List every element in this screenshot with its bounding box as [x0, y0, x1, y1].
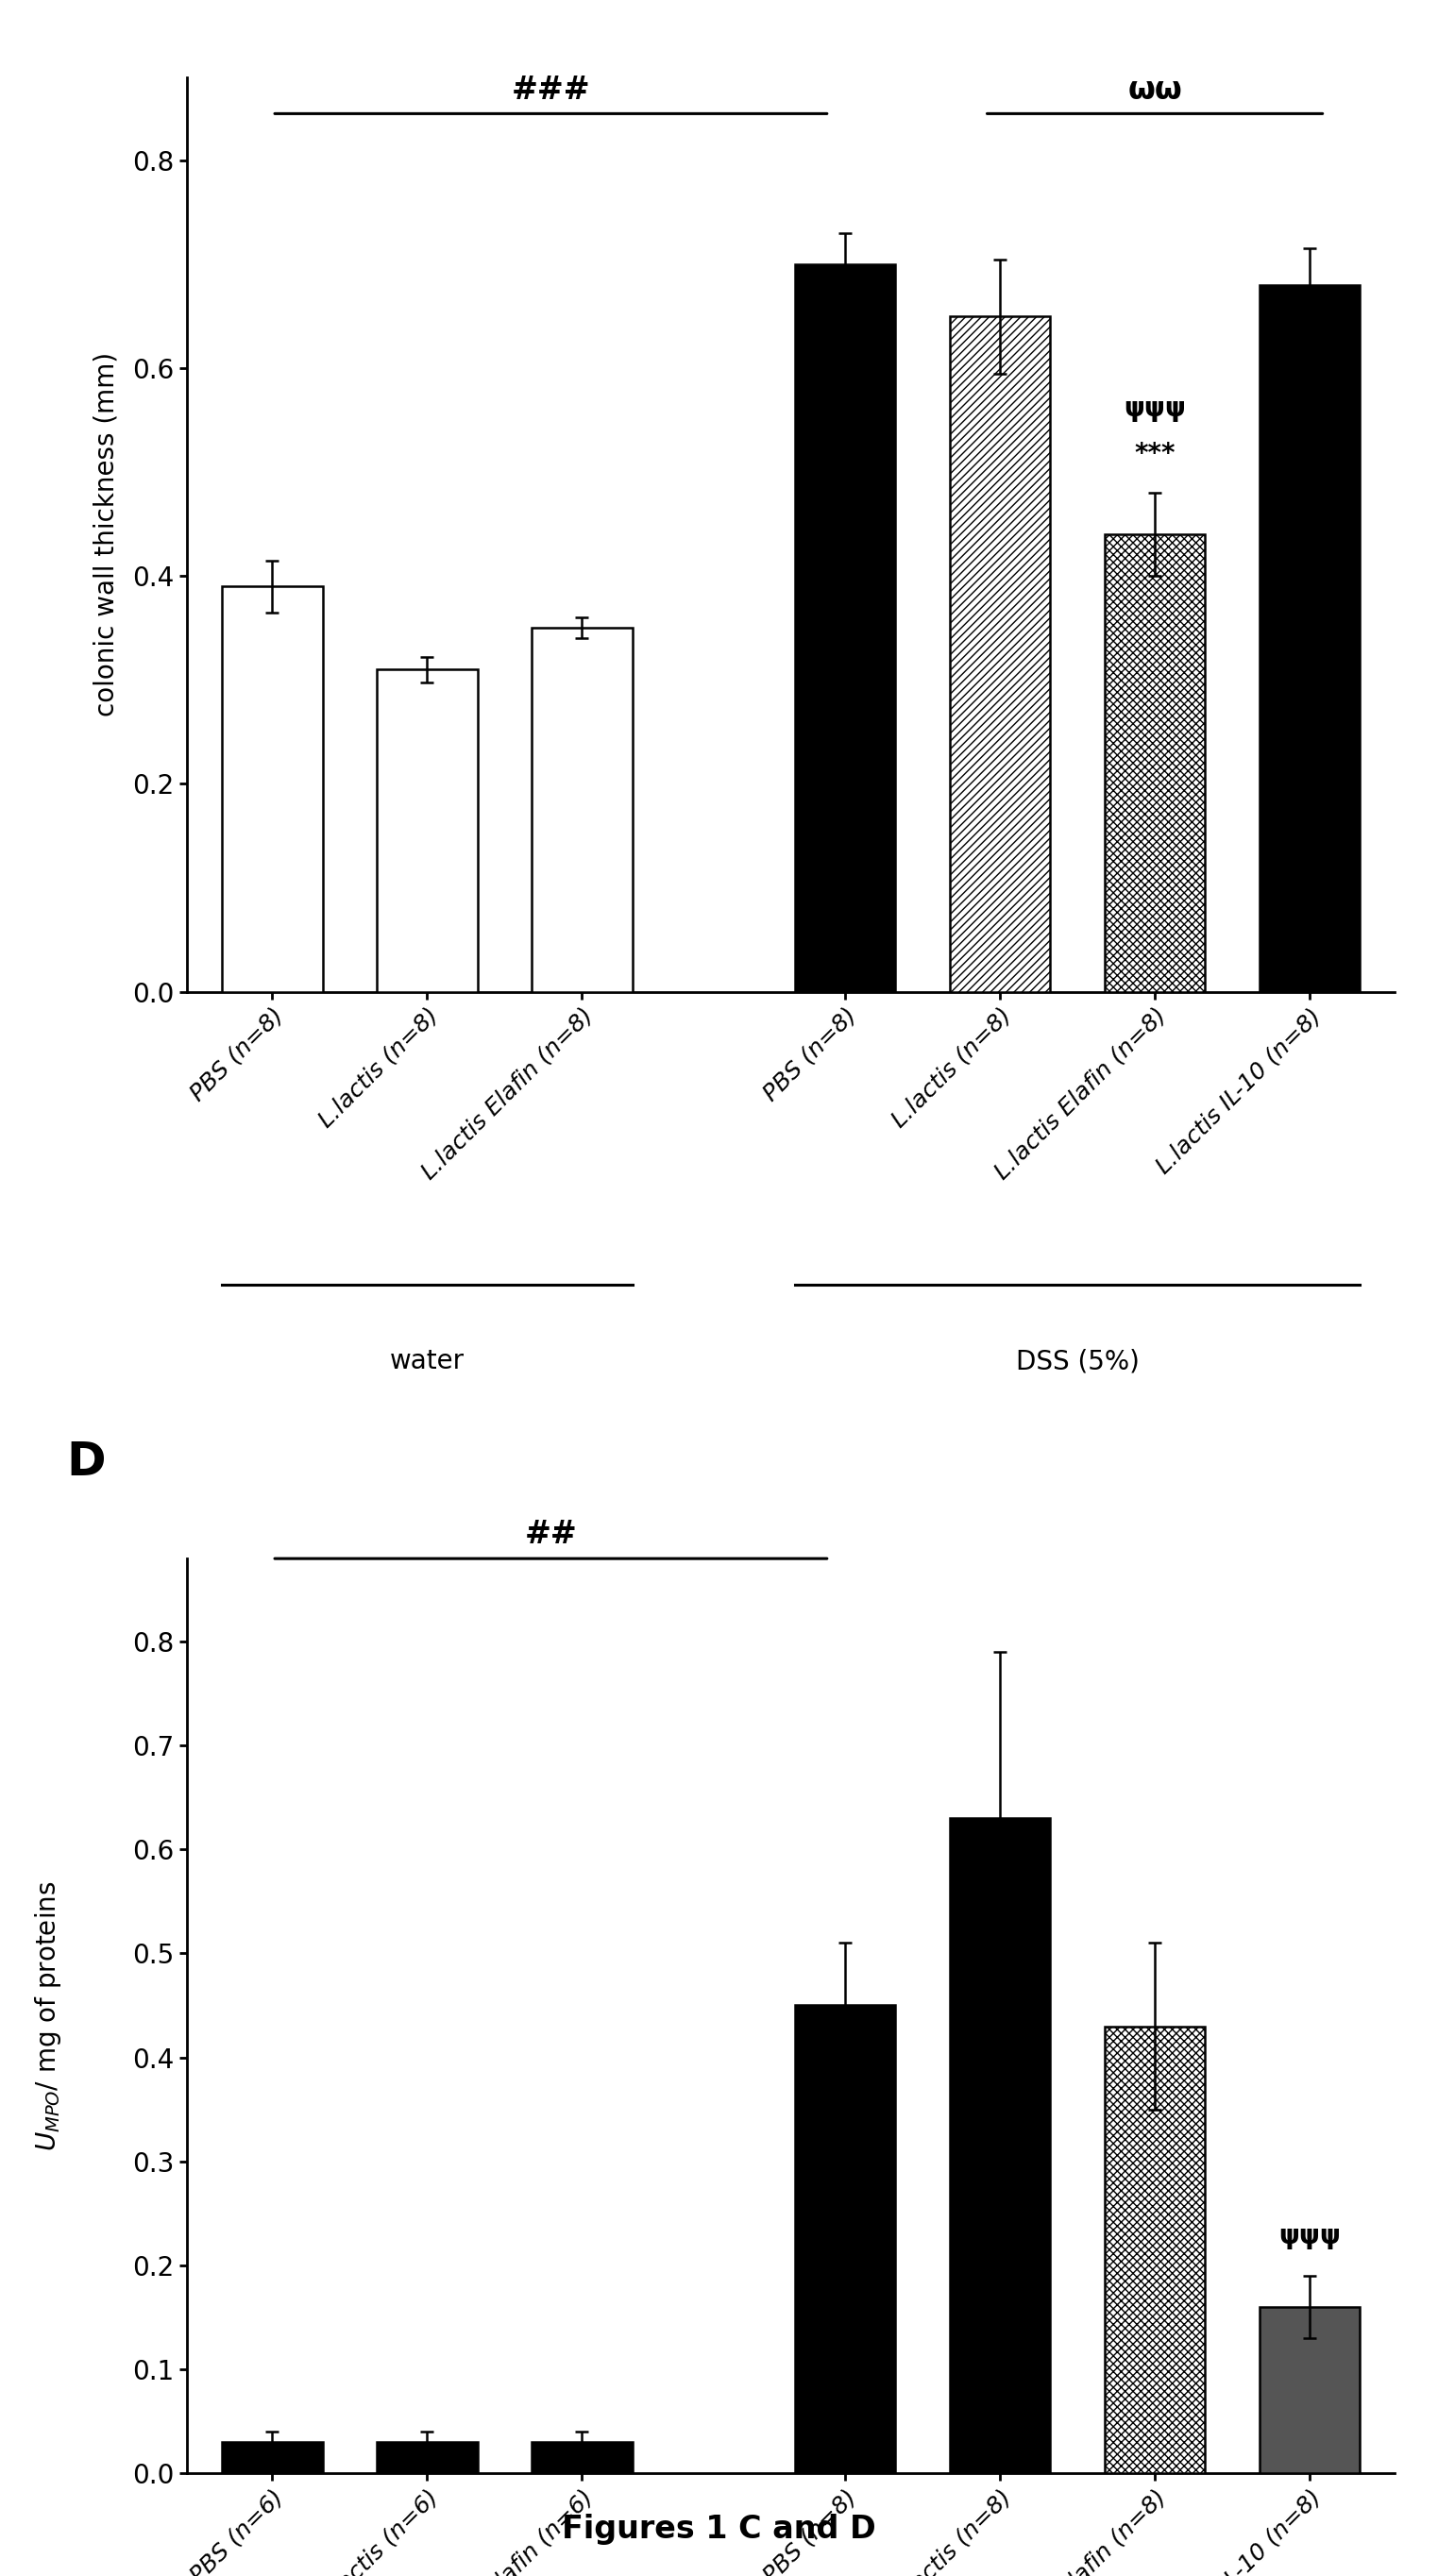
Text: ψψψ: ψψψ — [1278, 2223, 1340, 2249]
Text: ωω: ωω — [1127, 75, 1182, 106]
Bar — [221, 587, 322, 992]
Text: $U_{MPO}$/ mg of proteins: $U_{MPO}$/ mg of proteins — [33, 1880, 63, 2151]
Text: D: D — [66, 1440, 105, 1484]
Bar — [1260, 286, 1360, 992]
Bar — [949, 317, 1050, 992]
Text: ###: ### — [512, 75, 591, 106]
Text: DSS (5%): DSS (5%) — [1015, 1347, 1139, 1376]
Bar — [795, 2004, 896, 2473]
Bar — [1104, 2027, 1205, 2473]
Bar — [221, 2442, 322, 2473]
Text: ##: ## — [525, 1520, 577, 1551]
Text: water: water — [390, 1347, 464, 1376]
Bar — [1104, 533, 1205, 992]
Bar — [532, 629, 633, 992]
Text: ***: *** — [1135, 440, 1175, 466]
Bar — [377, 670, 477, 992]
Text: C: C — [66, 0, 101, 3]
Bar — [795, 265, 896, 992]
Bar — [377, 2442, 477, 2473]
Bar — [532, 2442, 633, 2473]
Text: ψψψ: ψψψ — [1123, 397, 1186, 422]
Y-axis label: colonic wall thickness (mm): colonic wall thickness (mm) — [93, 353, 119, 716]
Bar — [949, 1819, 1050, 2473]
Bar — [1260, 2306, 1360, 2473]
Text: Figures 1 C and D: Figures 1 C and D — [562, 2514, 876, 2545]
